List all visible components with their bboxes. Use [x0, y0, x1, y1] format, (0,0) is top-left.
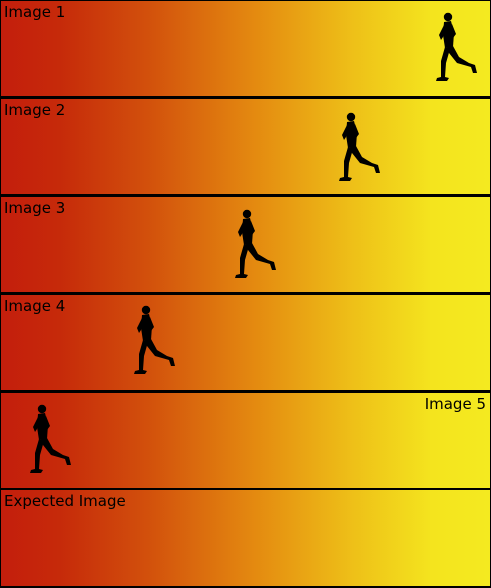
image-frame-5: Image 5	[0, 392, 491, 489]
runner-icon	[131, 304, 177, 376]
runner-icon	[336, 111, 382, 183]
runner-icon	[433, 11, 479, 83]
frame-label: Image 1	[4, 3, 66, 21]
frame-label: Expected Image	[4, 492, 126, 510]
image-frame-4: Image 4	[0, 294, 491, 391]
frame-label: Image 3	[4, 199, 66, 217]
frame-label: Image 2	[4, 101, 66, 119]
image-frame-1: Image 1	[0, 0, 491, 97]
frame-label: Image 5	[424, 395, 486, 413]
image-frame-3: Image 3	[0, 196, 491, 293]
runner-icon	[232, 208, 278, 280]
runner-icon	[27, 403, 73, 475]
image-frame-2: Image 2	[0, 98, 491, 195]
expected-image-frame: Expected Image	[0, 489, 491, 587]
frame-label: Image 4	[4, 297, 66, 315]
